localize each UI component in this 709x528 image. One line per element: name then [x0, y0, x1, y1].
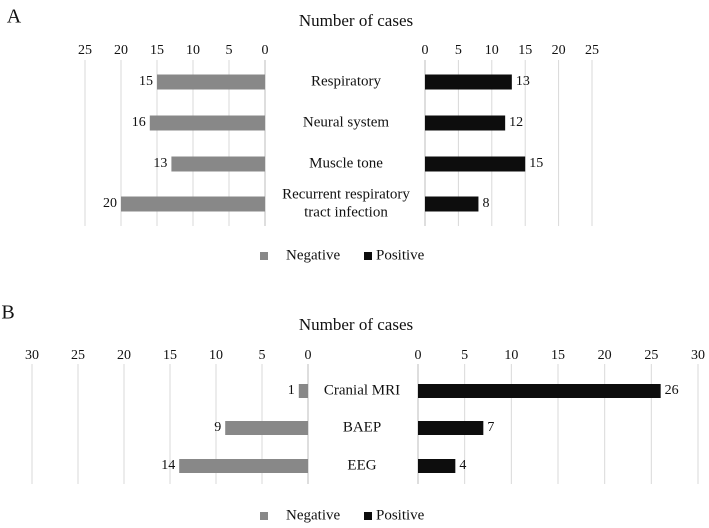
panel-a-tick-label-left: 25: [78, 43, 92, 58]
panel-b-tick-label-left: 20: [117, 348, 131, 363]
panel-a-bar-negative: [149, 115, 265, 131]
panel-a-legend-swatch-positive: [364, 252, 372, 260]
panel-b-tick-label-right: 25: [644, 348, 658, 363]
panel-a-label: A: [7, 6, 22, 28]
panel-b-tick-label-right: 20: [598, 348, 612, 363]
panel-a-tick-label-left: 5: [226, 43, 233, 58]
panel-a-tick-label-right: 0: [422, 43, 429, 58]
panel-a-bar-negative: [121, 196, 265, 212]
panel-a-title: Number of cases: [299, 11, 413, 30]
panel-b-legend-swatch-positive: [364, 512, 372, 520]
panel-a-bar-negative: [157, 74, 265, 90]
panel-a-data-label-positive: 15: [529, 156, 543, 171]
panel-b-data-label-negative: 1: [288, 383, 295, 398]
panel-a-tick-label-left: 0: [262, 43, 269, 58]
panel-a-data-label-positive: 12: [509, 115, 523, 130]
panel-b-data-label-positive: 4: [459, 458, 466, 473]
panel-b-tick-label-right: 0: [415, 348, 422, 363]
panel-a-data-label-negative: 13: [153, 156, 167, 171]
panel-a-data-label-negative: 16: [132, 115, 146, 130]
panel-b-legend-label-negative: Negative: [286, 507, 340, 523]
panel-a-bar-positive: [425, 196, 479, 212]
panel-b-data-label-positive: 7: [487, 420, 494, 435]
panel-b-bar-negative: [179, 459, 308, 473]
panel-b-bar-positive: [418, 384, 661, 398]
panel-b-tick-label-left: 5: [259, 348, 266, 363]
panel-b-bar-positive: [418, 459, 456, 473]
panel-a-data-label-negative: 15: [139, 74, 153, 89]
panel-a-bar-positive: [425, 115, 506, 131]
panel-a-bar-positive: [425, 156, 526, 172]
panel-b-category-label: EEG: [347, 457, 376, 473]
panel-a-tick-label-right: 10: [485, 43, 499, 58]
panel-a-legend-label-positive: Positive: [376, 247, 425, 263]
panel-a-bar-positive: [425, 74, 512, 90]
panel-b-legend-label-positive: Positive: [376, 507, 425, 523]
panel-b-category-label: Cranial MRI: [324, 382, 400, 398]
panel-a-tick-label-right: 5: [455, 43, 462, 58]
panel-b-bar-positive: [418, 421, 484, 435]
panel-a-data-label-negative: 20: [103, 196, 117, 211]
panel-b-tick-label-left: 30: [25, 348, 39, 363]
panel-b-tick-label-right: 10: [504, 348, 518, 363]
panel-a-category-label: Recurrent respiratory: [282, 186, 410, 202]
panel-b-data-label-negative: 9: [214, 420, 221, 435]
panel-a-data-label-positive: 13: [516, 74, 530, 89]
panel-a-legend-label-negative: Negative: [286, 247, 340, 263]
panel-b-label: B: [1, 302, 14, 324]
panel-b-bar-negative: [225, 421, 308, 435]
panel-b-tick-label-left: 0: [305, 348, 312, 363]
panel-b-title: Number of cases: [299, 315, 413, 334]
panel-a-tick-label-right: 20: [552, 43, 566, 58]
panel-a-data-label-positive: 8: [482, 196, 489, 211]
panel-b-tick-label-left: 15: [163, 348, 177, 363]
panel-b-tick-label-left: 25: [71, 348, 85, 363]
panel-b-bar-negative: [298, 384, 308, 398]
panel-b-data-label-positive: 26: [665, 383, 679, 398]
panel-b-tick-label-right: 30: [691, 348, 705, 363]
panel-a-category-label: tract infection: [304, 204, 388, 220]
panel-a-tick-label-left: 15: [150, 43, 164, 58]
panel-b-tick-label-left: 10: [209, 348, 223, 363]
panel-a-legend-swatch-negative: [260, 252, 268, 260]
panel-a-tick-label-right: 25: [585, 43, 599, 58]
panel-a-category-label: Muscle tone: [309, 155, 383, 171]
panel-b-legend-swatch-negative: [260, 512, 268, 520]
panel-a-bar-negative: [171, 156, 265, 172]
panel-a-category-label: Neural system: [303, 114, 390, 130]
panel-b-tick-label-right: 15: [551, 348, 565, 363]
panel-b-data-label-negative: 14: [161, 458, 175, 473]
panel-b-tick-label-right: 5: [461, 348, 468, 363]
panel-a-tick-label-right: 15: [518, 43, 532, 58]
panel-a-tick-label-left: 20: [114, 43, 128, 58]
panel-a-tick-label-left: 10: [186, 43, 200, 58]
panel-a-category-label: Respiratory: [311, 73, 381, 89]
panel-b-category-label: BAEP: [343, 419, 381, 435]
